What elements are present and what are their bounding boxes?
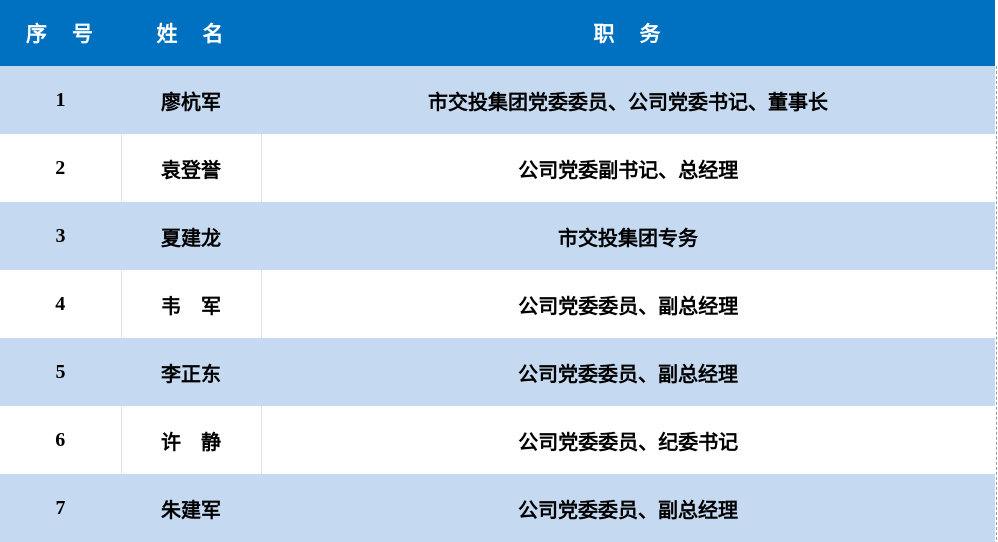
cell-position: 公司党委副书记、总经理 [260,134,995,202]
cell-name: 袁登誉 [120,134,261,202]
cell-position: 市交投集团党委委员、公司党委书记、董事长 [261,66,995,134]
cell-name: 廖杭军 [121,66,261,134]
table-row: 3 夏建龙 市交投集团专务 [0,202,995,270]
table-row: 1 廖杭军 市交投集团党委委员、公司党委书记、董事长 [0,66,995,134]
header-index: 序 号 [0,0,121,66]
table-row: 5 李正东 公司党委委员、副总经理 [0,338,995,406]
cell-index: 3 [0,202,121,270]
cell-index: 4 [0,270,121,338]
cell-name: 夏建龙 [121,202,261,270]
cell-name: 韦 军 [120,270,261,338]
table-header: 序 号 姓 名 职 务 [0,0,995,66]
header-position: 职 务 [261,0,995,66]
cell-position: 市交投集团专务 [261,202,995,270]
table-row: 2 袁登誉 公司党委副书记、总经理 [0,134,995,202]
cell-position: 公司党委委员、副总经理 [261,338,995,406]
cell-position: 公司党委委员、副总经理 [260,270,995,338]
cell-position: 公司党委委员、副总经理 [261,474,995,542]
cell-name: 李正东 [121,338,261,406]
table-edge-divider [996,66,997,540]
cell-index: 2 [0,134,121,202]
cell-name: 许 静 [120,406,261,474]
cell-position: 公司党委委员、纪委书记 [260,406,995,474]
table-row: 7 朱建军 公司党委委员、副总经理 [0,474,995,542]
cell-index: 6 [0,406,121,474]
header-name: 姓 名 [121,0,261,66]
cell-index: 7 [0,474,121,542]
cell-index: 5 [0,338,121,406]
cell-name: 朱建军 [121,474,261,542]
cell-index: 1 [0,66,121,134]
